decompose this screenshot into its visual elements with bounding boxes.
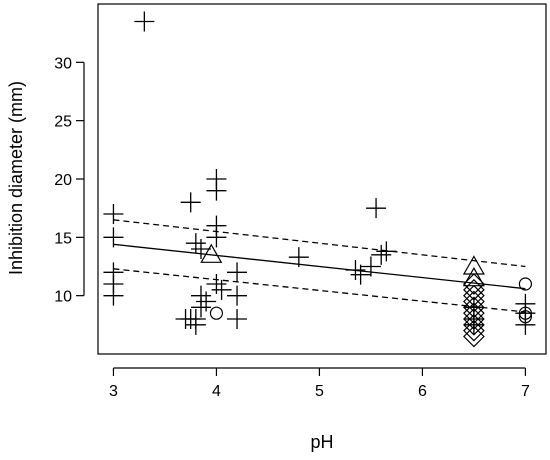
confidence-band-line — [113, 219, 526, 268]
x-tick-label: 4 — [212, 383, 221, 400]
y-tick-label: 15 — [54, 230, 72, 247]
data-point-plus — [103, 204, 124, 224]
data-point-plus — [103, 227, 124, 248]
x-tick-label: 7 — [521, 383, 530, 400]
x-axis-label: pH — [310, 432, 333, 452]
data-point-circle — [209, 306, 224, 320]
regression-line — [113, 243, 526, 290]
data-point-plus — [288, 247, 309, 268]
data-point-plus — [366, 198, 387, 219]
data-point-diamond — [463, 284, 485, 307]
data-point-plus — [206, 274, 227, 294]
data-point-plus — [190, 285, 211, 306]
data-point-plus — [376, 241, 397, 262]
data-point-triangle — [200, 243, 223, 263]
data-point-plus — [196, 291, 217, 312]
data-point-plus — [211, 279, 232, 300]
y-tick-label: 30 — [54, 55, 72, 72]
data-point-plus — [227, 262, 248, 283]
data-point-plus — [360, 256, 381, 277]
x-tick-label: 5 — [315, 383, 324, 400]
data-point-diamond — [463, 313, 485, 336]
y-tick-label: 20 — [54, 172, 72, 189]
data-point-diamond — [463, 290, 485, 313]
data-point-plus — [185, 233, 206, 254]
data-point-plus — [350, 264, 371, 285]
data-points — [103, 11, 536, 348]
y-tick-label: 25 — [54, 114, 72, 131]
data-point-circle — [518, 277, 533, 291]
data-point-diamond — [463, 302, 485, 325]
data-point-plus — [345, 260, 366, 280]
data-point-plus — [206, 227, 227, 248]
data-point-plus — [206, 180, 227, 201]
data-point-plus — [103, 285, 124, 306]
data-point-diamond — [463, 319, 485, 342]
data-point-diamond — [463, 308, 485, 330]
data-point-plus — [227, 309, 248, 329]
confidence-band-line — [113, 268, 526, 313]
data-point-plus — [371, 244, 392, 265]
y-axis-label: Inhibition diameter (mm) — [6, 81, 26, 275]
axes: 3 4 5 6 7 10 15 20 25 30 — [54, 55, 530, 400]
y-tick-label: 10 — [54, 289, 72, 306]
x-tick-label: 3 — [109, 383, 118, 400]
data-point-plus — [190, 239, 211, 259]
data-point-diamond — [463, 296, 485, 319]
data-point-circle — [518, 306, 533, 320]
data-point-plus — [185, 314, 206, 335]
data-point-diamond — [463, 273, 485, 295]
data-point-circle — [518, 310, 533, 324]
plot-frame — [97, 3, 547, 355]
data-point-plus — [134, 11, 155, 32]
data-point-triangle — [462, 255, 485, 275]
data-point-diamond — [463, 278, 485, 301]
data-point-diamond — [463, 325, 485, 348]
data-point-plus — [227, 285, 248, 306]
x-tick-label: 6 — [418, 383, 427, 400]
fit-lines — [113, 219, 526, 313]
data-point-plus — [180, 192, 201, 213]
data-point-plus — [515, 314, 536, 335]
